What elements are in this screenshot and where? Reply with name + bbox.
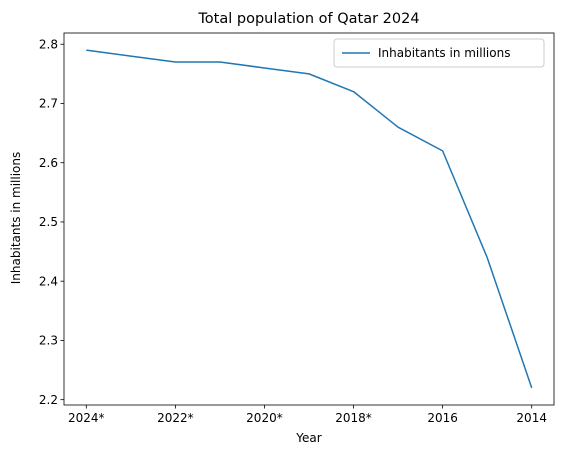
plot-area [63,32,555,406]
x-tick-label-4: 2016 [427,411,458,425]
y-tick-label-1: 2.3 [39,334,58,348]
y-tick-label-3: 2.5 [39,215,58,229]
y-axis-label: Inhabitants in millions [9,152,23,284]
x-tick-label-5: 2014 [516,411,547,425]
y-tick-label-4: 2.6 [39,156,58,170]
x-tick-label-2: 2020* [246,411,283,425]
series-line-0 [86,49,533,389]
x-tick-label-0: 2024* [68,411,105,425]
y-tick-label-2: 2.4 [39,274,58,288]
x-tick-label-3: 2018* [335,411,372,425]
axis-ticks: 2.2 2.3 2.4 2.5 2.6 2.7 2.8 2024* 2022* 2020* 2018… [39,37,547,425]
legend: Inhabitants in millions [333,38,545,68]
y-tick-label-5: 2.7 [39,97,58,111]
x-axis-label: Year [295,431,321,445]
y-tick-label-6: 2.8 [39,37,58,51]
chart-title: Total population of Qatar 2024 [197,11,419,27]
y-tick-label-0: 2.2 [39,393,58,407]
legend-box [333,38,545,68]
plot-frame [63,32,555,406]
x-tick-label-1: 2022* [157,411,194,425]
legend-label-0: Inhabitants in millions [378,46,510,60]
